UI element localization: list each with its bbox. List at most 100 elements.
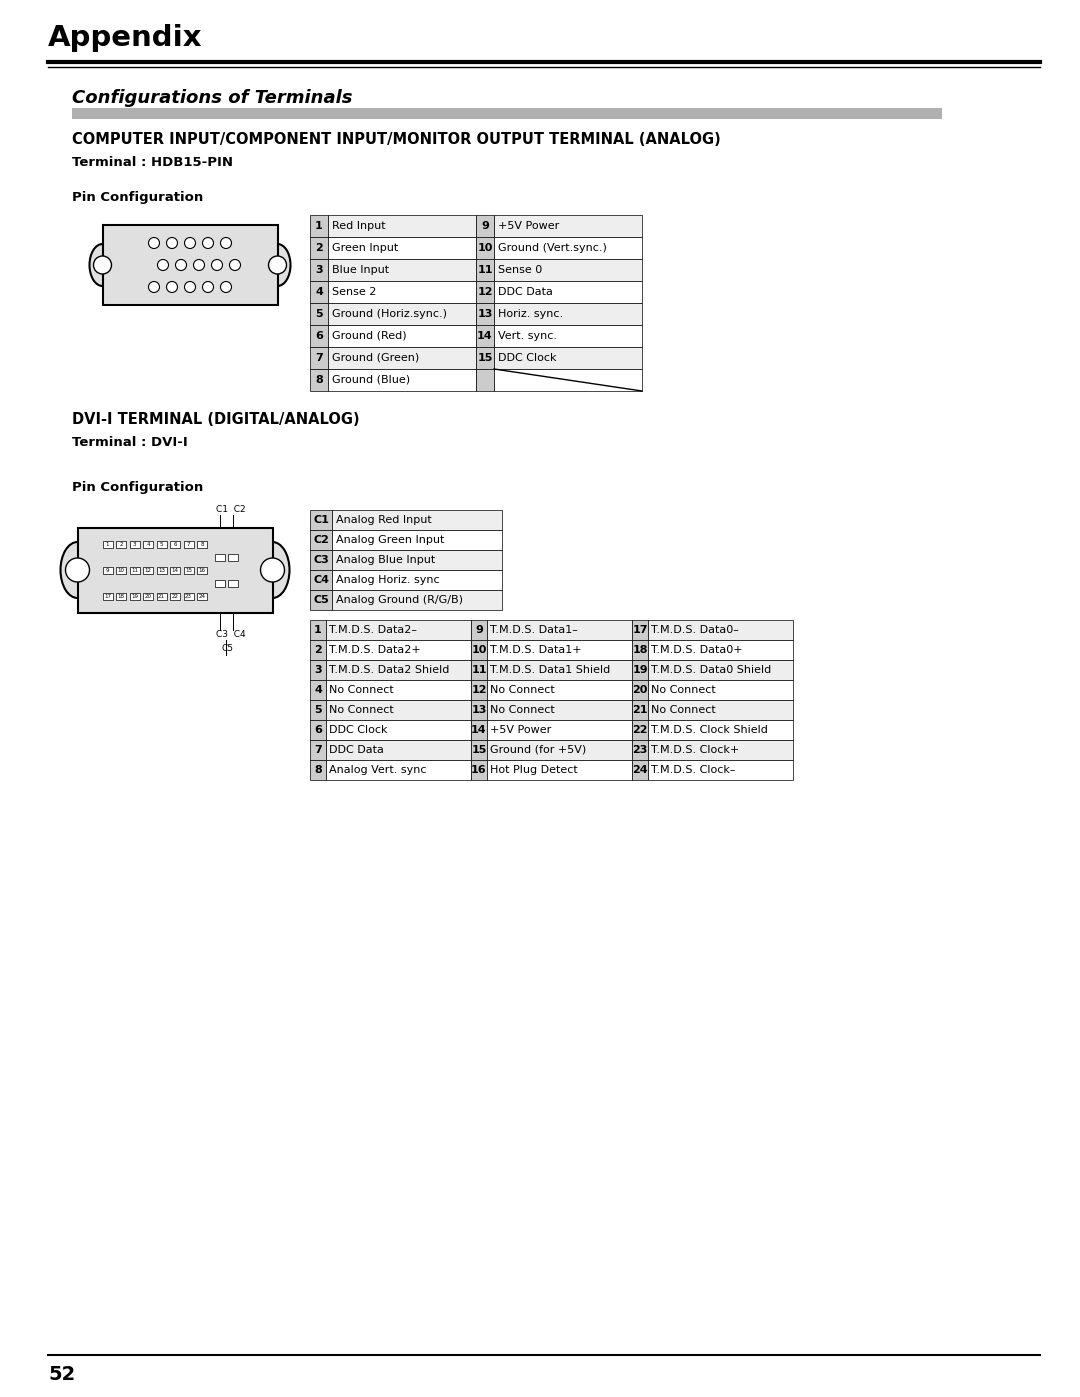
Bar — [157, 567, 166, 574]
Bar — [72, 108, 942, 119]
Text: T.M.D.S. Clock+: T.M.D.S. Clock+ — [651, 745, 739, 754]
Text: 8: 8 — [315, 374, 323, 386]
Text: 7: 7 — [315, 353, 323, 363]
Text: 23: 23 — [185, 594, 192, 598]
Bar — [648, 659, 793, 680]
Circle shape — [149, 282, 160, 292]
Text: T.M.D.S. Data2+: T.M.D.S. Data2+ — [329, 645, 421, 655]
Text: Appendix: Appendix — [48, 24, 203, 52]
Text: 13: 13 — [477, 309, 492, 319]
Bar — [184, 567, 193, 574]
Text: Analog Horiz. sync: Analog Horiz. sync — [336, 576, 440, 585]
Bar — [310, 740, 326, 760]
Bar — [487, 659, 632, 680]
Bar — [632, 760, 648, 780]
Text: No Connect: No Connect — [490, 705, 555, 715]
Bar — [228, 580, 238, 587]
Text: 2: 2 — [315, 243, 323, 253]
Bar — [328, 215, 476, 237]
Text: Configurations of Terminals: Configurations of Terminals — [72, 89, 352, 108]
Text: 10: 10 — [471, 645, 487, 655]
Circle shape — [229, 260, 241, 271]
Text: Sense 0: Sense 0 — [498, 265, 542, 275]
Bar — [157, 541, 166, 548]
Bar — [326, 700, 471, 719]
Circle shape — [166, 237, 177, 249]
Bar — [310, 237, 328, 258]
Bar — [310, 510, 332, 529]
Circle shape — [175, 260, 187, 271]
Text: 15: 15 — [477, 353, 492, 363]
Bar — [78, 528, 272, 612]
Bar — [310, 680, 326, 700]
Bar — [632, 680, 648, 700]
Text: 9: 9 — [481, 221, 489, 231]
Bar — [328, 258, 476, 281]
Ellipse shape — [256, 542, 289, 598]
Text: 1: 1 — [314, 624, 322, 636]
Bar — [103, 541, 112, 548]
Bar — [103, 592, 112, 599]
Bar — [648, 740, 793, 760]
Bar — [471, 680, 487, 700]
Bar — [487, 700, 632, 719]
Bar — [310, 760, 326, 780]
Circle shape — [193, 260, 204, 271]
Text: Horiz. sync.: Horiz. sync. — [498, 309, 563, 319]
Bar — [332, 510, 502, 529]
Text: 4: 4 — [314, 685, 322, 694]
Text: 21: 21 — [632, 705, 648, 715]
Text: 16: 16 — [199, 567, 205, 573]
Bar — [328, 346, 476, 369]
Circle shape — [158, 260, 168, 271]
Text: 6: 6 — [314, 725, 322, 735]
Bar — [197, 567, 207, 574]
Text: 20: 20 — [145, 594, 151, 598]
Text: 12: 12 — [477, 286, 492, 298]
Bar — [471, 719, 487, 740]
Bar — [476, 237, 494, 258]
Text: 15: 15 — [471, 745, 487, 754]
Bar — [310, 303, 328, 326]
Text: 11: 11 — [477, 265, 492, 275]
Text: 8: 8 — [200, 542, 204, 546]
Bar — [494, 258, 642, 281]
Bar — [310, 529, 332, 550]
Bar — [648, 719, 793, 740]
Text: 13: 13 — [471, 705, 487, 715]
Bar — [476, 281, 494, 303]
Text: 18: 18 — [118, 594, 124, 598]
Bar — [632, 620, 648, 640]
Text: 15: 15 — [185, 567, 192, 573]
Bar — [103, 567, 112, 574]
Text: T.M.D.S. Clock Shield: T.M.D.S. Clock Shield — [651, 725, 768, 735]
Text: 21: 21 — [158, 594, 165, 598]
Text: Red Input: Red Input — [332, 221, 386, 231]
Text: 18: 18 — [632, 645, 648, 655]
Bar — [648, 700, 793, 719]
Text: 14: 14 — [172, 567, 178, 573]
Text: DDC Clock: DDC Clock — [498, 353, 556, 363]
Text: C5: C5 — [313, 595, 329, 605]
Text: No Connect: No Connect — [651, 705, 716, 715]
Text: DDC Data: DDC Data — [329, 745, 383, 754]
Bar — [476, 303, 494, 326]
Text: Blue Input: Blue Input — [332, 265, 389, 275]
Bar — [130, 567, 139, 574]
Bar — [494, 369, 642, 391]
Text: 2: 2 — [314, 645, 322, 655]
Bar — [648, 640, 793, 659]
Text: C3  C4: C3 C4 — [216, 630, 245, 638]
Text: 19: 19 — [131, 594, 138, 598]
Text: DDC Clock: DDC Clock — [329, 725, 388, 735]
Text: Hot Plug Detect: Hot Plug Detect — [490, 766, 578, 775]
Text: Ground (for +5V): Ground (for +5V) — [490, 745, 586, 754]
Bar — [471, 760, 487, 780]
Bar — [310, 326, 328, 346]
Circle shape — [212, 260, 222, 271]
Bar — [310, 620, 326, 640]
Text: Ground (Blue): Ground (Blue) — [332, 374, 410, 386]
Bar — [310, 700, 326, 719]
Bar — [310, 640, 326, 659]
Text: Analog Vert. sync: Analog Vert. sync — [329, 766, 427, 775]
